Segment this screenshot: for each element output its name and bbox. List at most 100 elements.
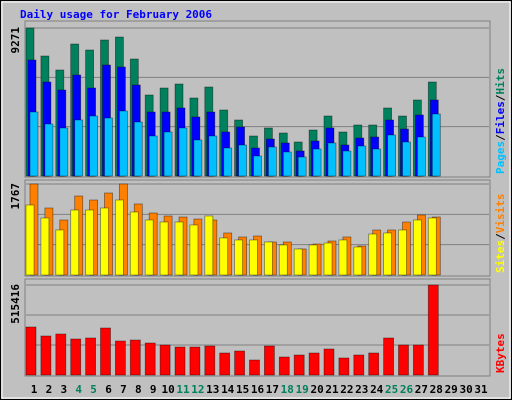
bar	[159, 344, 171, 376]
bar	[357, 145, 367, 177]
bar	[223, 147, 233, 177]
bar	[189, 346, 201, 376]
x-tick-label: 9	[150, 383, 157, 396]
y-tick-label: 9271	[9, 27, 22, 54]
bar	[29, 111, 39, 177]
bar	[412, 344, 424, 376]
bar	[293, 248, 303, 276]
bar	[74, 119, 84, 177]
bar	[383, 337, 395, 376]
bar	[431, 113, 441, 177]
bar	[249, 359, 260, 376]
bar	[327, 142, 337, 177]
x-tick-label: 13	[206, 383, 219, 396]
x-tick-label: 15	[236, 383, 249, 396]
bar	[412, 219, 422, 276]
x-tick-label: 24	[370, 383, 384, 396]
bar	[104, 117, 113, 177]
bar	[40, 335, 52, 376]
bar	[219, 352, 231, 376]
bar	[398, 344, 409, 376]
bar	[85, 209, 94, 276]
bar	[129, 211, 139, 276]
bar	[387, 134, 397, 177]
bar	[40, 217, 50, 276]
x-tick-label: 19	[296, 383, 309, 396]
legend-entry: Sites	[494, 240, 507, 273]
bar	[204, 345, 216, 376]
x-tick-label: 5	[90, 383, 97, 396]
bar	[308, 244, 318, 276]
bar	[353, 246, 363, 276]
x-tick-label: 14	[221, 383, 235, 396]
bar	[204, 215, 214, 276]
x-tick-label: 21	[325, 383, 339, 396]
x-tick-label: 6	[105, 383, 112, 396]
bar	[297, 156, 307, 177]
bar	[55, 333, 67, 376]
y-tick-label: 515416	[9, 284, 22, 324]
bar	[323, 348, 335, 376]
bar	[133, 121, 143, 177]
legend-entry: KBytes	[494, 333, 507, 373]
bar	[398, 229, 407, 276]
bar	[253, 155, 262, 177]
bar	[383, 232, 393, 276]
legend-separator: /	[494, 233, 507, 240]
x-tick-label: 25	[385, 383, 398, 396]
legend-entry: Visits	[494, 194, 507, 234]
legend-entry: Hits	[494, 68, 507, 95]
legend: KBytes	[494, 333, 507, 373]
bar	[174, 346, 186, 376]
bar	[219, 237, 229, 276]
bar	[144, 342, 156, 376]
bar	[427, 217, 437, 276]
bar	[89, 115, 98, 177]
bar	[174, 221, 184, 276]
bar	[100, 207, 109, 276]
bar	[100, 327, 111, 376]
legend-separator: /	[494, 94, 507, 101]
bar	[249, 239, 258, 276]
bar	[115, 199, 124, 276]
bar	[267, 146, 277, 177]
bar	[85, 337, 96, 376]
bar	[148, 135, 158, 177]
x-tick-label: 2	[46, 383, 53, 396]
bar	[427, 284, 439, 376]
bar	[338, 357, 350, 376]
bar	[263, 241, 273, 276]
bar	[115, 340, 126, 376]
x-tick-label: 8	[135, 383, 142, 396]
x-tick-label: 18	[281, 383, 294, 396]
bar	[70, 338, 82, 376]
bar	[342, 150, 352, 177]
x-tick-label: 10	[161, 383, 174, 396]
x-tick-label: 27	[415, 383, 428, 396]
x-tick-label: 17	[266, 383, 279, 396]
y-tick-label: 1767	[9, 183, 22, 210]
bar	[44, 123, 54, 177]
bar	[372, 148, 382, 177]
x-tick-label: 26	[400, 383, 414, 396]
bar	[189, 224, 199, 276]
bar	[402, 141, 411, 177]
bar	[282, 151, 292, 177]
bar	[25, 326, 37, 376]
bar	[368, 233, 378, 276]
x-tick-label: 3	[60, 383, 67, 396]
bar	[59, 127, 69, 177]
bar	[338, 239, 348, 276]
x-tick-label: 30	[459, 383, 472, 396]
x-tick-label: 12	[191, 383, 204, 396]
x-tick-label: 16	[251, 383, 265, 396]
legend-entry: Pages	[494, 141, 507, 174]
x-tick-label: 11	[176, 383, 190, 396]
legend: Sites/Visits	[494, 194, 507, 274]
bar	[293, 354, 305, 376]
bar	[368, 352, 380, 376]
x-tick-label: 1	[31, 383, 38, 396]
